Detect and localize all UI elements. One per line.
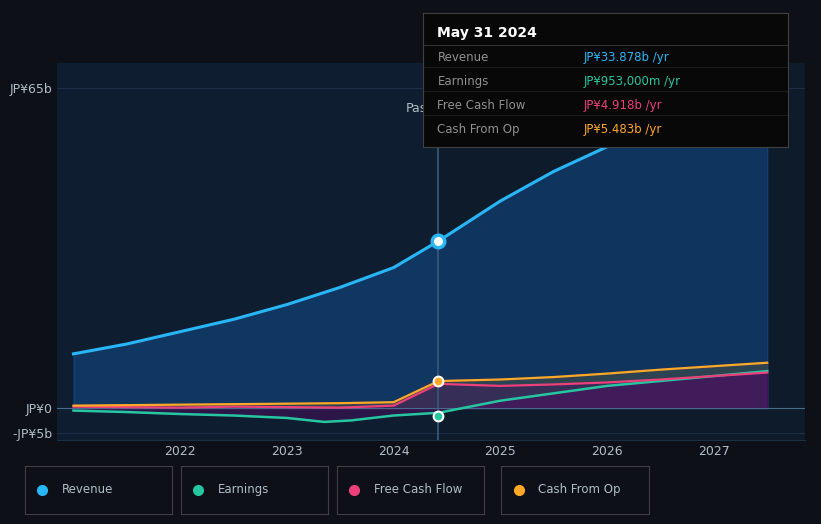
Text: Analysts Forecasts: Analysts Forecasts [445, 102, 562, 115]
Text: Cash From Op: Cash From Op [538, 484, 620, 496]
Text: Earnings: Earnings [438, 75, 488, 88]
Text: Cash From Op: Cash From Op [438, 123, 520, 136]
Text: Revenue: Revenue [438, 51, 488, 64]
Text: JP¥4.918b /yr: JP¥4.918b /yr [584, 99, 663, 112]
Text: JP¥5.483b /yr: JP¥5.483b /yr [584, 123, 662, 136]
Text: JP¥953,000m /yr: JP¥953,000m /yr [584, 75, 681, 88]
Bar [57, 63, 438, 440]
Text: Earnings: Earnings [218, 484, 269, 496]
Text: May 31 2024: May 31 2024 [438, 26, 537, 40]
Text: Past: Past [406, 102, 432, 115]
Text: Free Cash Flow: Free Cash Flow [438, 99, 525, 112]
Text: JP¥33.878b /yr: JP¥33.878b /yr [584, 51, 669, 64]
Text: Free Cash Flow: Free Cash Flow [374, 484, 462, 496]
Text: Revenue: Revenue [62, 484, 113, 496]
